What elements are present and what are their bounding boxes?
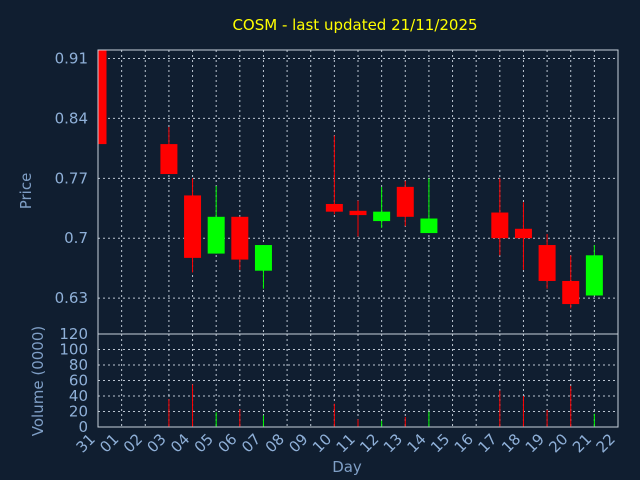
candle-body (420, 218, 438, 234)
x-tick-label: 11 (333, 430, 359, 456)
x-tick-label: 13 (380, 430, 406, 456)
candle-body (184, 195, 202, 258)
volume-axis-label: Volume (0000) (29, 326, 47, 436)
x-tick-label: 20 (545, 430, 571, 456)
volume-tick-label: 80 (69, 356, 88, 374)
price-tick-label: 0.7 (64, 229, 88, 247)
price-axis-label: Price (17, 173, 35, 210)
x-tick-label: 10 (309, 430, 335, 456)
x-tick-label: 02 (120, 430, 146, 456)
x-tick-label: 09 (285, 430, 311, 456)
price-tick-label: 0.63 (55, 289, 88, 307)
volume-tick-label: 120 (59, 325, 88, 343)
price-panel: 0.91 0.84 0.77 0.7 0.63 (55, 49, 619, 335)
x-tick-label: 31 (73, 430, 99, 456)
candle-body (538, 245, 556, 281)
x-tick-label: 19 (522, 430, 548, 456)
x-axis-label: Day (332, 458, 362, 476)
volume-tick-label: 20 (69, 403, 88, 421)
x-tick-label: 18 (498, 430, 524, 456)
volume-tick-label: 40 (69, 387, 88, 405)
x-tick-label: 03 (144, 430, 170, 456)
candle-body (231, 216, 249, 260)
x-tick-label: 15 (427, 430, 453, 456)
candle-body (396, 186, 414, 217)
x-tick-label: 22 (593, 430, 619, 456)
x-tick-label: 07 (238, 430, 264, 456)
volume-panel: 1201008060402003101020304050607080910111… (59, 325, 618, 456)
candle-body (349, 210, 367, 216)
chart-title: COSM - last updated 21/11/2025 (232, 16, 477, 34)
x-tick-label: 16 (451, 430, 477, 456)
price-tick-label: 0.77 (55, 169, 88, 187)
x-tick-label: 01 (96, 430, 122, 456)
volume-tick-label: 60 (69, 372, 88, 390)
x-tick-label: 12 (356, 430, 382, 456)
volume-tick-label: 100 (59, 341, 88, 359)
candle-body (562, 280, 580, 305)
volume-tick-label: 0 (78, 418, 88, 436)
candle-body (373, 211, 391, 222)
candle-body (514, 228, 532, 239)
candle-body (160, 144, 178, 175)
x-tick-label: 05 (191, 430, 217, 456)
x-tick-label: 14 (404, 430, 430, 456)
x-tick-label: 04 (167, 430, 193, 456)
candle-body (491, 212, 509, 239)
price-tick-label: 0.91 (55, 50, 88, 68)
x-tick-label: 06 (214, 430, 240, 456)
x-tick-label: 08 (262, 430, 288, 456)
price-tick-label: 0.84 (55, 109, 88, 127)
x-tick-label: 17 (474, 430, 500, 456)
candle-body (98, 50, 107, 145)
volume-panel-frame (97, 333, 619, 428)
candle-body (585, 255, 603, 296)
candle-body (325, 203, 343, 212)
x-tick-label: 21 (569, 430, 595, 456)
candle-body (207, 216, 225, 254)
candle-body (254, 245, 272, 271)
